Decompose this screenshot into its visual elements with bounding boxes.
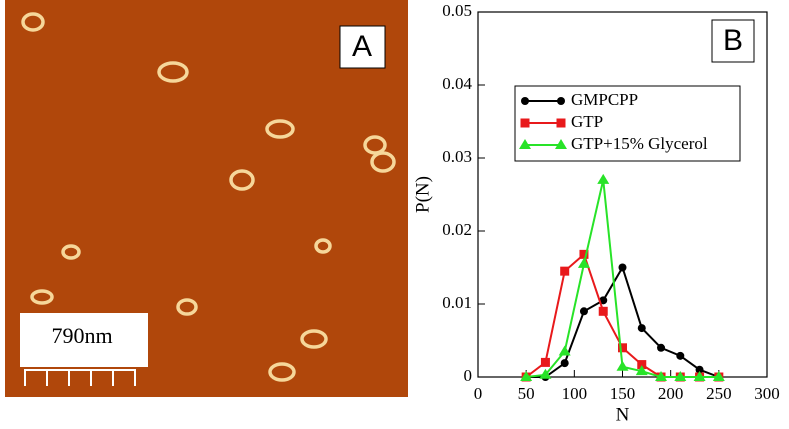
afm-image: A 790nm (5, 0, 408, 397)
scale-bar-label: 790nm (51, 323, 112, 348)
point (560, 359, 569, 368)
x-tick-label: 200 (658, 384, 684, 403)
x-tick-label: 150 (610, 384, 636, 403)
point (674, 371, 687, 381)
point (520, 371, 533, 381)
x-axis-label: N (616, 404, 630, 425)
point (695, 365, 704, 374)
point (655, 371, 668, 381)
chart: 0 50 100 150 200 250 300 0 0.01 0.02 0.03 0.04 0.05 N… (412, 1, 779, 425)
point (616, 360, 629, 371)
point (579, 307, 588, 316)
legend-label: GMPCPP (571, 90, 638, 109)
point (618, 343, 627, 353)
point (558, 345, 571, 356)
legend-marker (555, 139, 567, 149)
y-axis-label: P(N) (412, 176, 433, 213)
panel-label: A (352, 30, 372, 63)
x-tick-label: 0 (474, 384, 483, 403)
scale-bar-box (20, 313, 148, 367)
y-tick-label: 0.03 (442, 147, 472, 166)
legend-marker (519, 139, 531, 149)
legend-marker (557, 97, 565, 105)
legend-label: GTP+15% Glycerol (571, 134, 708, 153)
y-tick-label: 0.04 (442, 74, 472, 93)
point (712, 371, 725, 381)
point (540, 357, 550, 367)
plot-frame (477, 11, 768, 378)
point (597, 173, 610, 184)
y-tick-label: 0 (464, 366, 473, 385)
legend-marker (520, 118, 530, 128)
point (657, 343, 666, 352)
legend-marker (556, 118, 566, 128)
point (635, 365, 648, 376)
y-tick-label: 0.01 (442, 293, 472, 312)
rings (21, 12, 396, 382)
y-tick-label: 0.02 (442, 220, 472, 239)
point (598, 306, 608, 316)
legend-marker (521, 97, 529, 105)
point (560, 266, 570, 276)
point (637, 360, 647, 370)
point (693, 371, 706, 381)
panel-label: B (723, 24, 743, 57)
x-tick-label: 300 (754, 384, 780, 403)
point (539, 368, 552, 379)
x-tick-label: 100 (562, 384, 588, 403)
scale-bar (24, 369, 136, 386)
x-tick-label: 50 (518, 384, 535, 403)
y-tick-label: 0.05 (442, 1, 472, 20)
point (637, 324, 646, 333)
legend-label: GTP (571, 112, 603, 131)
x-tick-label: 250 (706, 384, 732, 403)
panel-label-box (339, 25, 386, 69)
point (618, 263, 627, 272)
point (579, 249, 589, 259)
point (676, 351, 685, 360)
point (577, 257, 590, 268)
panel-label-box (711, 19, 755, 63)
